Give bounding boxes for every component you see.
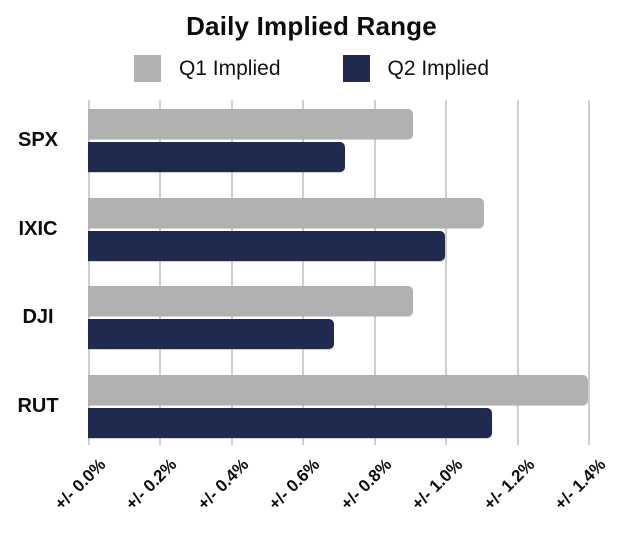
legend-item-q1-implied: Q1 Implied <box>133 55 281 82</box>
gridline-1-2 <box>516 100 519 445</box>
legend-swatch-q2-implied <box>342 55 370 82</box>
x-tick-label-0-2: +/- 0.2% <box>122 455 181 514</box>
bar-group-ixic: IXIC <box>0 197 623 261</box>
x-tick-label-1-2: +/- 1.2% <box>479 455 538 514</box>
bar-group-spx: SPX <box>0 109 623 172</box>
bar-group-rut: RUT <box>0 374 623 438</box>
x-tick-label-0-6: +/- 0.6% <box>265 455 324 514</box>
bar-group-dji: DJI <box>0 286 623 350</box>
gridline-0-2 <box>159 100 162 445</box>
bar-dji-q2-implied <box>88 319 335 350</box>
x-tick-label-1-4: +/- 1.4% <box>550 455 610 514</box>
legend-swatch-q1-implied <box>133 55 161 82</box>
plot-area: SPX IXIC DJI RUT <box>0 100 623 445</box>
bar-rut-q1-implied <box>88 374 588 405</box>
bar-ixic-q1-implied <box>88 197 485 228</box>
category-label-dji: DJI <box>22 306 54 329</box>
legend-item-q2-implied: Q2 Implied <box>342 55 490 82</box>
bar-rut-q2-implied <box>88 407 492 438</box>
bar-rows: SPX IXIC DJI RUT <box>0 100 623 445</box>
bar-dji-q1-implied <box>88 286 413 317</box>
category-label-rut: RUT <box>17 394 59 417</box>
gridline-1-0 <box>445 100 448 445</box>
bars-dji <box>88 286 623 350</box>
bars-spx <box>88 109 623 172</box>
x-tick-label-0-4: +/- 0.4% <box>193 455 253 514</box>
x-axis: +/- 0.0% +/- 0.2% +/- 0.4% +/- 0.6% +/- 0.8%… <box>0 445 623 554</box>
bar-spx-q1-implied <box>88 109 413 139</box>
gridline-1-4 <box>588 100 590 445</box>
x-tick-label-1-0: +/- 1.0% <box>408 455 467 514</box>
gridline-0-6 <box>302 100 305 445</box>
gridline-0-0 <box>88 100 90 445</box>
gridlines <box>88 100 590 445</box>
x-tick-label-0-8: +/- 0.8% <box>336 455 396 514</box>
x-tick-label-0-0: +/- 0.0% <box>50 455 110 514</box>
legend-label: Q2 Implied <box>387 56 490 80</box>
chart-title: Daily Implied Range <box>186 11 437 41</box>
gridline-0-8 <box>373 100 376 445</box>
bars-rut <box>88 374 623 438</box>
legend: Q1 Implied Q2 Implied <box>0 55 623 82</box>
category-label-spx: SPX <box>17 129 59 151</box>
bar-spx-q2-implied <box>88 142 346 172</box>
gridline-0-4 <box>230 100 233 445</box>
bar-ixic-q2-implied <box>88 230 446 261</box>
bars-ixic <box>88 197 623 261</box>
category-label-ixic: IXIC <box>18 217 58 240</box>
legend-label: Q1 Implied <box>178 56 281 80</box>
